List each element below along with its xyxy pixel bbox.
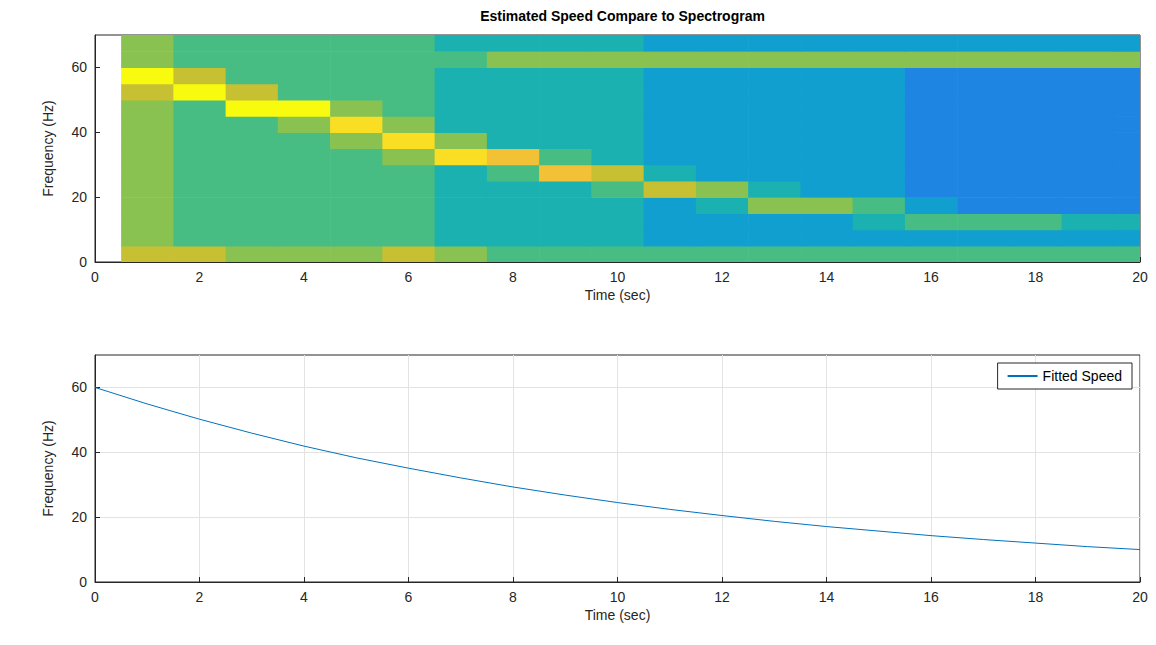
svg-text:60: 60 [71,379,87,395]
svg-text:4: 4 [300,589,308,605]
svg-text:Frequency (Hz): Frequency (Hz) [40,100,56,196]
svg-text:Estimated Speed Compare to Spe: Estimated Speed Compare to Spectrogram [480,8,765,24]
svg-text:0: 0 [91,589,99,605]
svg-text:2: 2 [196,269,204,285]
svg-text:Fitted Speed: Fitted Speed [1043,368,1122,384]
svg-text:10: 10 [610,269,626,285]
svg-text:14: 14 [819,269,835,285]
svg-text:6: 6 [405,269,413,285]
svg-text:10: 10 [610,589,626,605]
svg-text:18: 18 [1028,269,1044,285]
svg-text:18: 18 [1028,589,1044,605]
svg-text:0: 0 [91,269,99,285]
svg-text:16: 16 [923,269,939,285]
svg-text:2: 2 [196,589,204,605]
svg-text:14: 14 [819,589,835,605]
svg-text:Frequency (Hz): Frequency (Hz) [40,420,56,516]
svg-text:16: 16 [923,589,939,605]
svg-text:Time (sec): Time (sec) [585,287,651,303]
svg-text:8: 8 [509,589,517,605]
svg-text:20: 20 [1132,269,1148,285]
svg-text:40: 40 [71,124,87,140]
svg-text:20: 20 [1132,589,1148,605]
svg-text:12: 12 [714,589,730,605]
svg-text:40: 40 [71,444,87,460]
svg-text:60: 60 [71,59,87,75]
svg-text:12: 12 [714,269,730,285]
svg-text:8: 8 [509,269,517,285]
svg-text:20: 20 [71,509,87,525]
svg-text:20: 20 [71,189,87,205]
svg-text:Time (sec): Time (sec) [585,607,651,623]
svg-text:0: 0 [79,574,87,590]
svg-text:0: 0 [79,254,87,270]
svg-text:4: 4 [300,269,308,285]
svg-text:6: 6 [405,589,413,605]
